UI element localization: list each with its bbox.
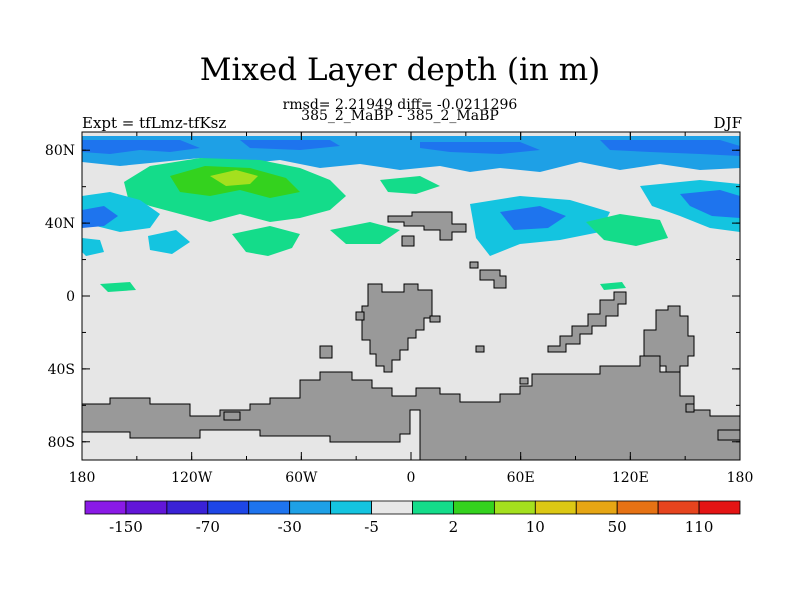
season-label: DJF	[713, 114, 742, 132]
x-tick-label: 180	[727, 470, 754, 486]
x-tick-label: 120E	[612, 470, 649, 486]
colorbar-swatch	[534, 500, 577, 515]
colorbar-swatch	[166, 500, 209, 515]
colorbar-label: -30	[278, 518, 302, 536]
contour-green-midlat	[232, 176, 440, 256]
contour-yellow-pacific	[210, 170, 258, 186]
colorbar: -150 -70 -30 -5 2 10 50 110	[84, 500, 741, 536]
land-antarctica-ice	[82, 409, 421, 460]
x-tick-label: 0	[407, 470, 416, 486]
colorbar-swatch	[84, 500, 127, 515]
colorbar-swatch	[657, 500, 700, 515]
x-tick-label: 60E	[507, 470, 535, 486]
y-tick-label: 80N	[45, 143, 75, 159]
contour-blue-westpac	[82, 206, 118, 228]
chart-title: Mixed Layer depth (in m)	[199, 52, 601, 88]
colorbar-label: -150	[109, 518, 143, 536]
colorbar-swatch	[248, 500, 291, 515]
colorbar-swatch	[412, 500, 454, 515]
colorbar-label: -70	[196, 518, 220, 536]
y-tick-label: 40N	[45, 216, 75, 232]
x-tick-label: 180	[69, 470, 96, 486]
colorbar-swatch	[371, 500, 413, 515]
comparison-label: 385_2_MaBP - 385_2_MaBP	[301, 108, 499, 124]
land-africa-east	[547, 291, 627, 353]
axis-ticks: 180 120W 60W 0 60E 120E 180 80N 40N 0 40S 80S	[45, 132, 753, 486]
map-field	[82, 132, 740, 460]
colorbar-swatch	[207, 500, 250, 515]
colorbar-label: 50	[608, 518, 627, 536]
colorbar-label: 110	[685, 518, 714, 536]
x-tick-label: 60W	[285, 470, 318, 486]
contour-cyan-small2	[82, 238, 104, 256]
contour-cyan-small1	[148, 230, 190, 254]
colorbar-swatch	[493, 500, 536, 515]
y-tick-label: 40S	[48, 362, 75, 378]
colorbar-swatch	[575, 500, 618, 515]
colorbar-swatch	[616, 500, 659, 515]
contour-green-tropic	[586, 214, 668, 246]
colorbar-swatch	[289, 500, 332, 515]
experiment-label: Expt = tfLmz-tfKsz	[82, 114, 227, 132]
colorbar-label: 10	[526, 518, 545, 536]
x-tick-label: 120W	[171, 470, 213, 486]
colorbar-label: 2	[449, 518, 459, 536]
contour-blue-atlantic	[500, 206, 566, 230]
land-north-africa	[387, 211, 467, 241]
y-tick-label: 0	[66, 289, 75, 305]
colorbar-swatch	[453, 500, 495, 515]
y-tick-label: 80S	[48, 435, 75, 451]
colorbar-label: -5	[364, 518, 379, 536]
colorbar-swatch	[330, 500, 372, 515]
stats-line: rmsd= 2.21949 diff= -0.0211296	[282, 97, 518, 113]
contour-blue-eastpac	[680, 190, 740, 218]
colorbar-swatch	[698, 500, 741, 515]
contour-blue-north	[82, 140, 740, 156]
land-small-islands	[223, 235, 740, 441]
colorbar-swatch	[125, 500, 168, 515]
land-africa-south-america	[361, 283, 433, 373]
